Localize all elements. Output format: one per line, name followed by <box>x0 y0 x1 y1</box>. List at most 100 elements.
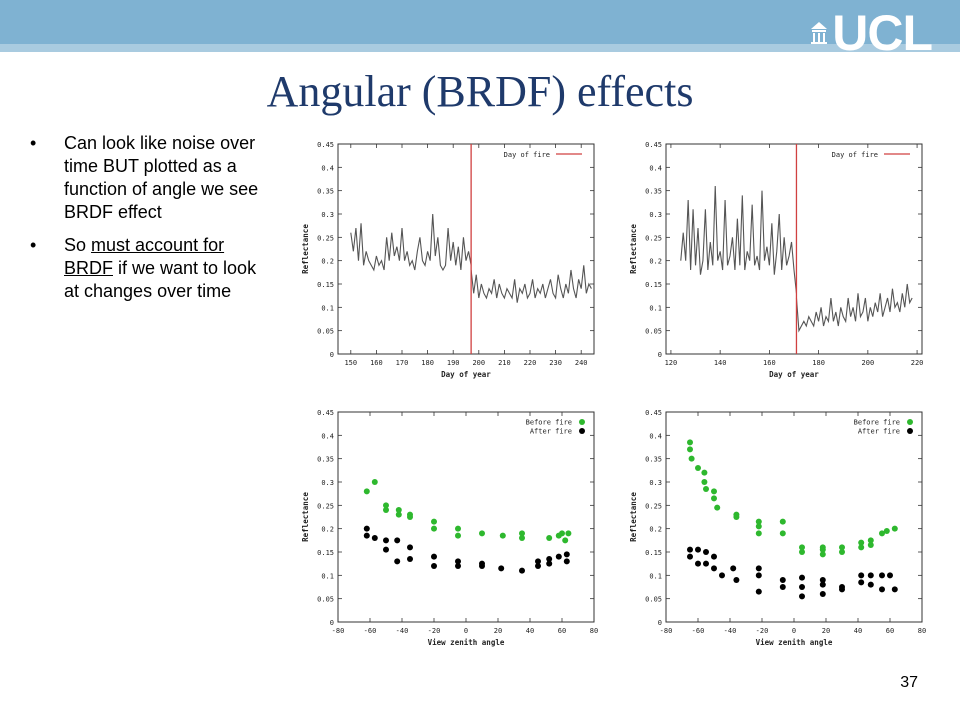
x-axis-label: View zenith angle <box>428 638 505 647</box>
after-fire-point <box>879 586 885 593</box>
y-tick-label: 0.45 <box>317 141 334 149</box>
before-fire-point <box>755 523 762 530</box>
before-fire-point <box>479 530 485 537</box>
y-tick-label: 0.45 <box>317 409 334 417</box>
y-tick-label: 0.1 <box>321 572 334 580</box>
plot-frame <box>337 143 595 355</box>
x-tick-label: 60 <box>886 627 894 635</box>
before-fire-point <box>695 465 701 471</box>
legend-label: After fire <box>858 428 900 436</box>
plot-angle-scatter-2: 0 0.05 0.1 0.15 0.2 0.25 0.3 0.35 0.4 0.45 -80 -60 -… <box>620 402 940 672</box>
before-fire-point <box>519 530 525 537</box>
plot-angle-scatter-1: 0 0.05 0.1 0.15 0.2 0.25 0.3 0.35 0.4 0.45 -80 -60 -… <box>292 402 612 672</box>
legend-label: Day of fire <box>504 151 550 159</box>
y-tick-label: 0.05 <box>645 596 662 604</box>
before-fire-point <box>499 532 506 539</box>
after-fire-point <box>407 544 413 551</box>
before-fire-point <box>714 504 721 511</box>
after-fire-point <box>394 537 401 544</box>
y-axis-label: Reflectance <box>629 224 638 274</box>
before-fire-point <box>839 544 845 551</box>
after-fire-point <box>711 565 717 572</box>
x-tick-label: -80 <box>660 627 673 635</box>
plot-frame <box>665 411 923 623</box>
before-fire-point <box>455 532 461 539</box>
after-fire-point <box>858 579 865 586</box>
y-tick-label: 0.4 <box>321 432 334 440</box>
slide-title: Angular (BRDF) effects <box>266 67 694 116</box>
x-axis-label: View zenith angle <box>756 638 833 647</box>
plot-time-series-1: 0 0.05 0.1 0.15 0.2 0.25 0.3 0.35 0.4 0.45 150 160 1… <box>292 134 612 404</box>
after-fire-point <box>730 565 737 572</box>
x-tick-label: 170 <box>396 359 409 367</box>
ucl-logo: UCL <box>810 8 933 58</box>
x-tick-label: 230 <box>549 359 562 367</box>
y-tick-label: 0.2 <box>649 526 662 534</box>
after-fire-point <box>535 563 541 569</box>
before-fire-point <box>703 486 709 492</box>
y-tick-label: 0.45 <box>645 409 662 417</box>
y-tick-label: 0.05 <box>317 328 334 336</box>
before-fire-point <box>519 535 525 541</box>
after-fire-point <box>703 560 709 567</box>
after-fire-point <box>867 581 874 588</box>
after-fire-point <box>546 556 553 562</box>
x-tick-label: 200 <box>862 359 875 367</box>
x-tick-label: 200 <box>472 359 485 367</box>
y-tick-label: 0.25 <box>317 502 334 510</box>
after-fire-point <box>695 546 701 553</box>
before-fire-point <box>839 549 845 555</box>
x-tick-label: 20 <box>494 627 502 635</box>
before-fire-point <box>867 542 874 548</box>
header-bar: UCL <box>0 0 960 58</box>
after-fire-point <box>779 584 786 590</box>
x-tick-label: -80 <box>332 627 345 635</box>
after-fire-point <box>431 553 437 560</box>
x-tick-label: 180 <box>421 359 434 367</box>
y-axis-label: Reflectance <box>301 492 310 542</box>
y-tick-label: 0.3 <box>649 211 662 219</box>
y-tick-label: 0.3 <box>649 479 662 487</box>
y-axis-label: Reflectance <box>629 492 638 542</box>
after-fire-point <box>755 588 762 595</box>
before-fire-point <box>546 535 553 541</box>
x-tick-label: 60 <box>558 627 566 635</box>
bullet-text: Can look like noise over time BUT plotte… <box>64 133 259 222</box>
after-fire-point <box>703 549 709 555</box>
x-tick-label: -60 <box>692 627 705 635</box>
y-tick-label: 0.2 <box>321 258 334 266</box>
after-fire-point <box>755 572 762 579</box>
before-fire-point <box>858 539 865 546</box>
x-tick-label: 140 <box>714 359 727 367</box>
before-fire-point <box>891 525 898 532</box>
after-fire-point <box>563 558 570 565</box>
after-fire-point <box>858 572 865 579</box>
before-fire-point <box>562 537 569 544</box>
before-fire-point <box>371 479 378 485</box>
after-fire-point <box>479 563 485 569</box>
y-tick-label: 0.1 <box>649 304 662 312</box>
y-tick-label: 0 <box>330 351 334 359</box>
after-fire-point <box>455 558 461 565</box>
after-fire-point <box>363 525 370 532</box>
after-fire-point <box>711 553 717 560</box>
reflectance-series-line <box>350 213 472 272</box>
before-fire-point <box>455 525 461 532</box>
before-fire-point <box>867 537 874 544</box>
legend-swatch <box>907 428 913 434</box>
after-fire-point <box>755 565 762 572</box>
legend-label: Before fire <box>526 419 572 427</box>
before-fire-point <box>565 530 572 537</box>
before-fire-point <box>383 507 389 513</box>
after-fire-point <box>687 546 693 553</box>
x-tick-label: 40 <box>526 627 534 635</box>
x-tick-label: 220 <box>911 359 924 367</box>
after-fire-point <box>799 574 805 581</box>
after-fire-point <box>383 546 389 553</box>
after-fire-point <box>879 572 885 579</box>
y-tick-label: 0.3 <box>321 211 334 219</box>
after-fire-point <box>819 591 826 597</box>
y-tick-label: 0.25 <box>317 234 334 242</box>
bullet-list: • Can look like noise over time BUT plott… <box>30 132 270 313</box>
y-axis-label: Reflectance <box>301 224 310 274</box>
